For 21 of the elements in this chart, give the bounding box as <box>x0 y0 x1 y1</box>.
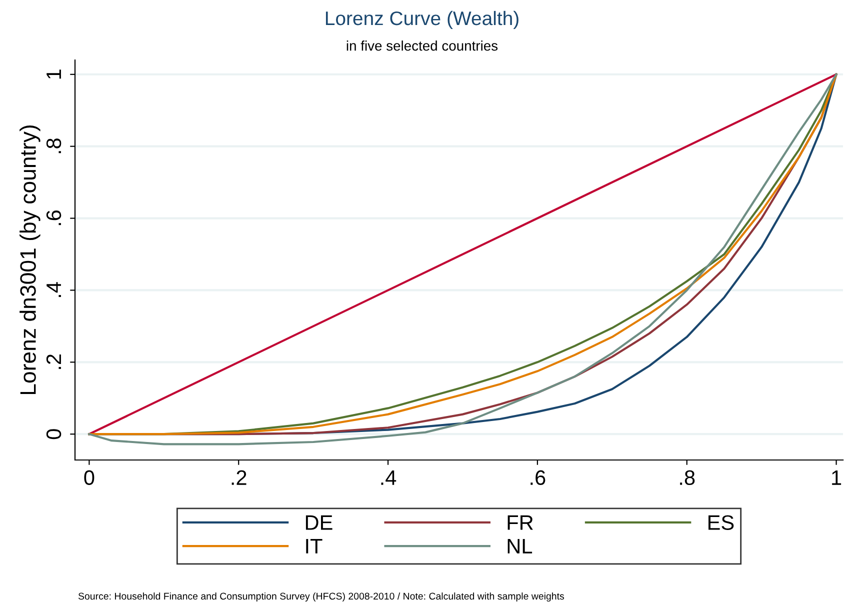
x-tick-label: .4 <box>381 470 396 485</box>
y-tick-label: 1 <box>46 70 61 79</box>
x-tick-label: .2 <box>232 470 246 485</box>
x-tick-label: 1 <box>832 470 842 485</box>
y-tick-label: .6 <box>46 210 62 226</box>
y-tick-label: .8 <box>46 138 62 154</box>
y-axis-title: Lorenz dn3001 (by country) <box>20 125 40 394</box>
x-tick-label: 0 <box>84 470 94 486</box>
legend-label: IT <box>306 539 322 554</box>
legend-label: FR <box>508 515 533 530</box>
y-tick-label: .4 <box>46 282 61 297</box>
source-note: Source: Household Finance and Consumption Survey (HFCS) 2008-2010 / Note: Calculated with sample weights <box>78 592 564 602</box>
y-tick-label: .2 <box>46 354 61 369</box>
x-tick-label: .8 <box>680 470 695 486</box>
x-tick-label: .6 <box>530 470 546 486</box>
chart-subtitle: in five selected countries <box>346 40 498 51</box>
y-tick-label: 0 <box>46 429 62 440</box>
legend-label: ES <box>708 515 734 530</box>
chart-title: Lorenz Curve (Wealth) <box>326 10 518 30</box>
legend-label: DE <box>306 515 332 530</box>
legend-label: NL <box>508 539 532 554</box>
